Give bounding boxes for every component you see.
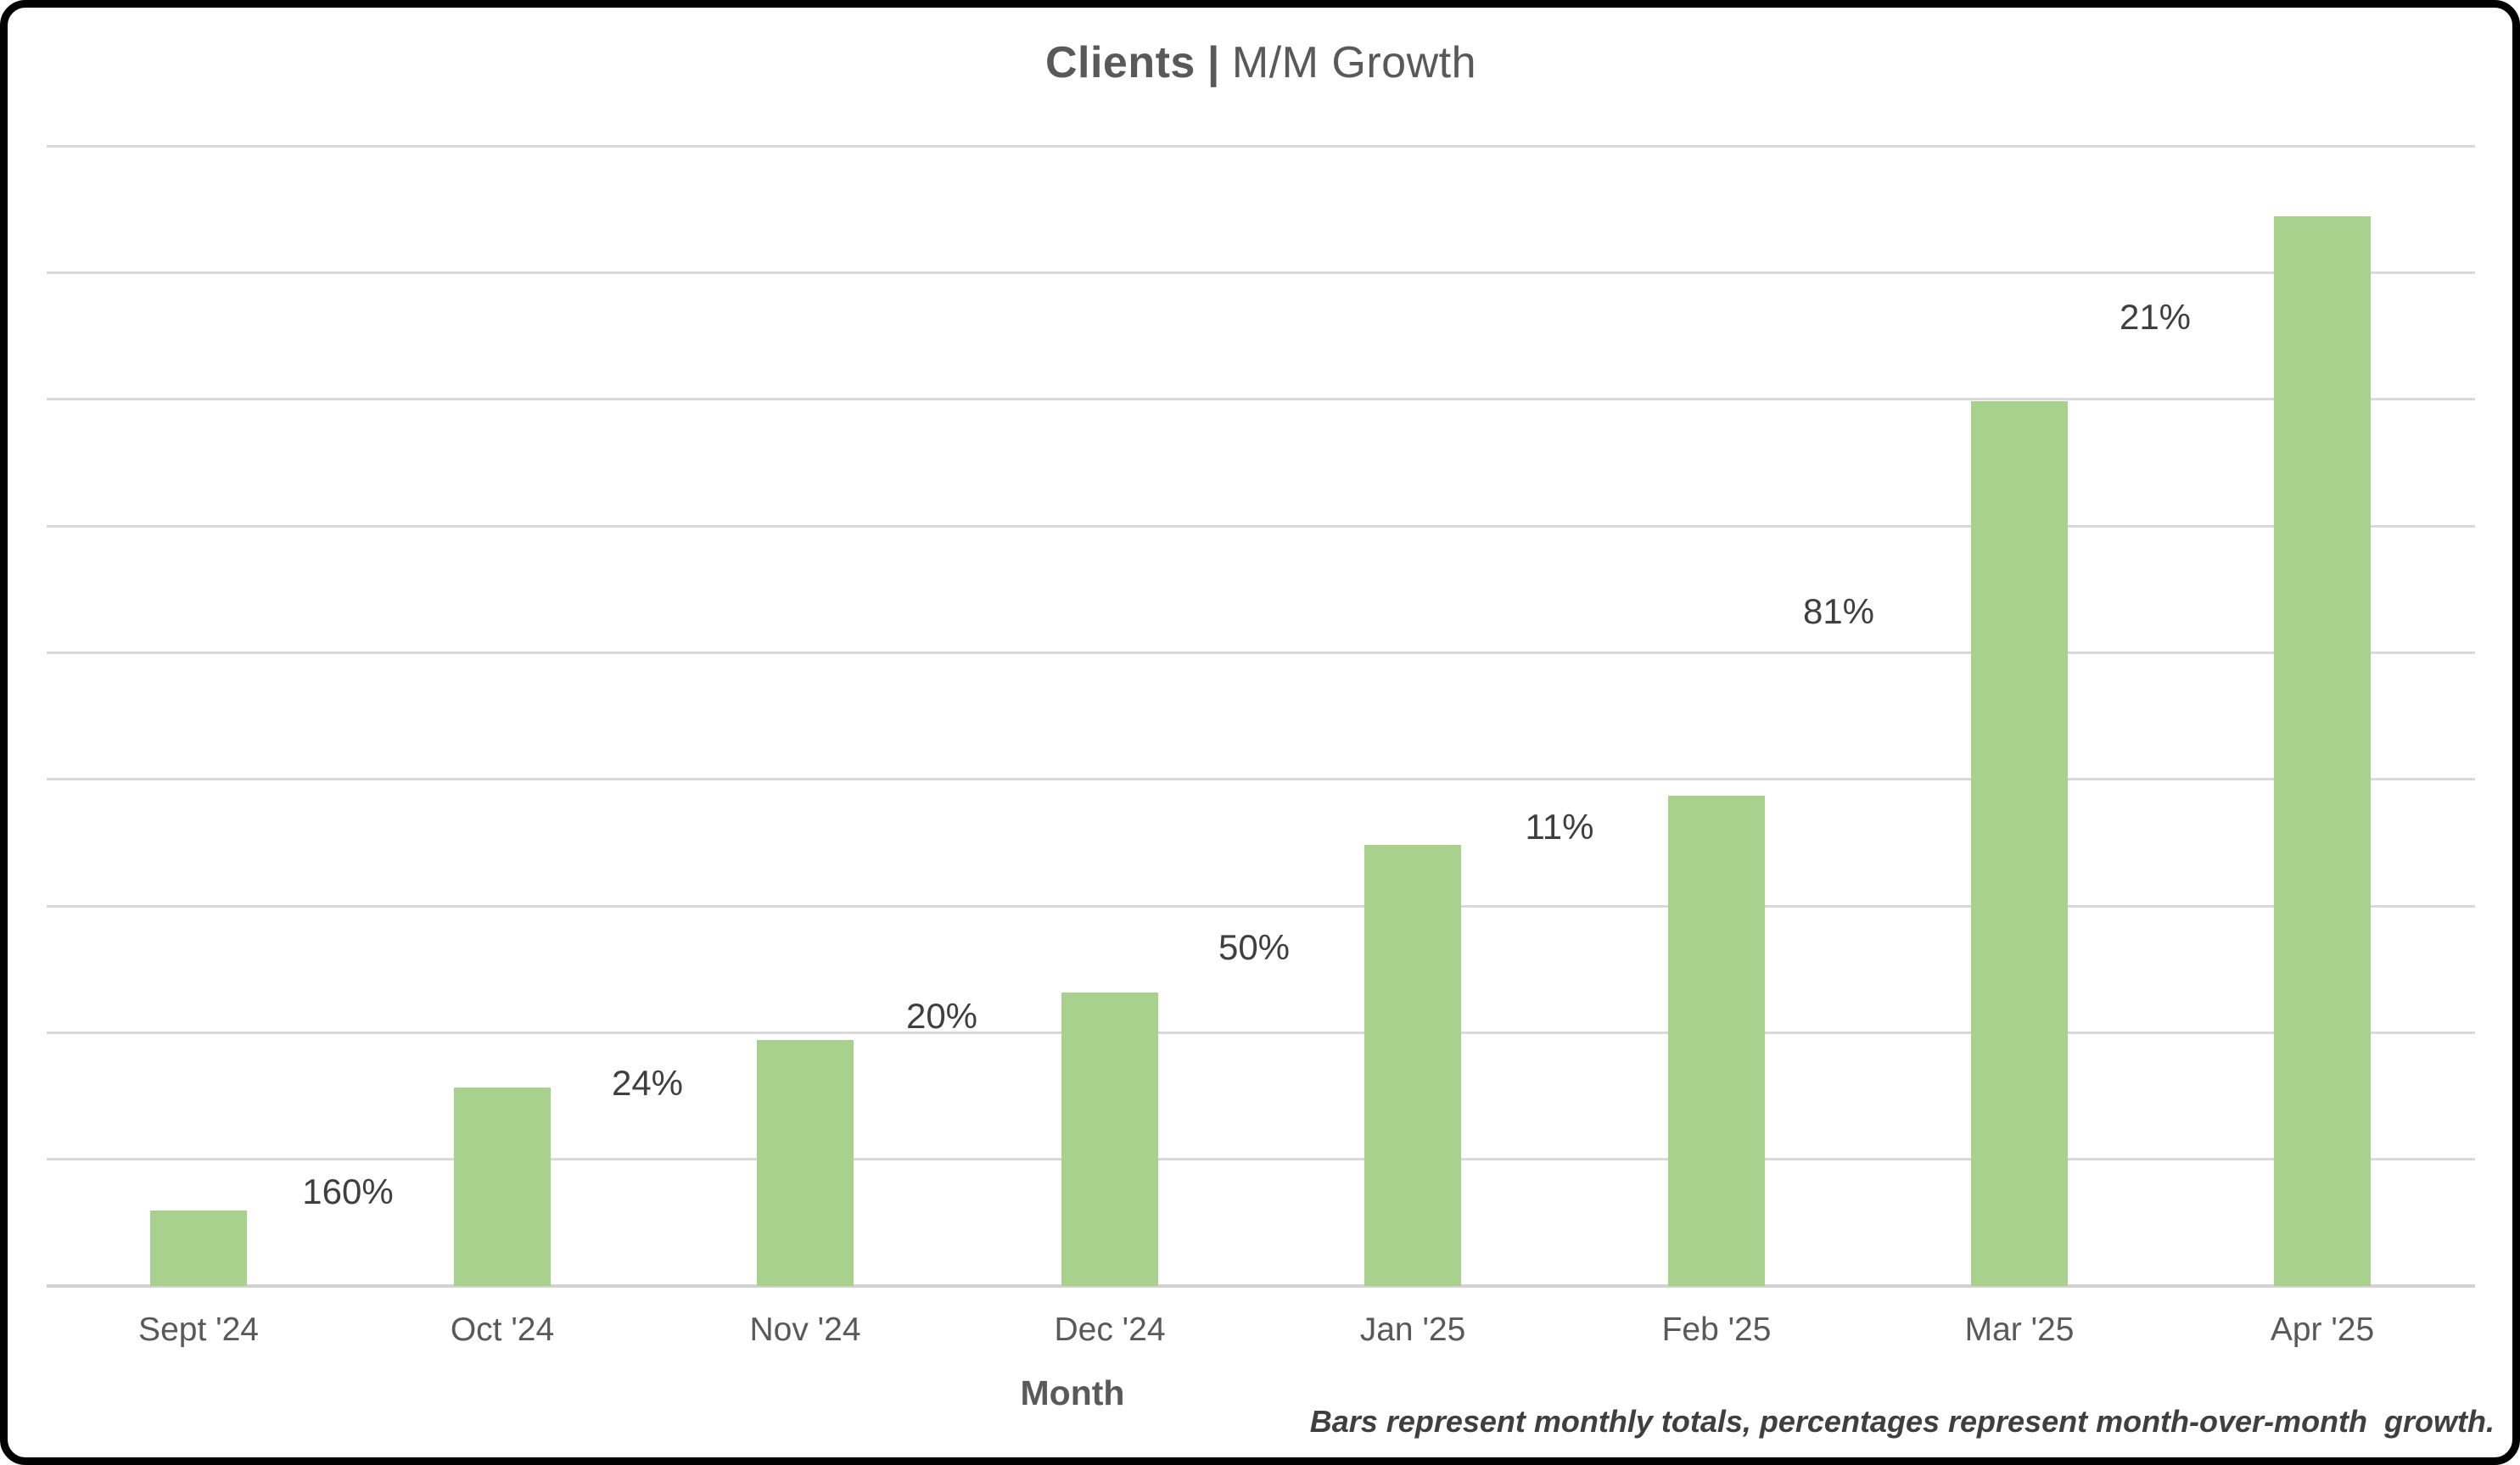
chart-title-separator: | bbox=[1207, 38, 1220, 87]
x-axis-title: Month bbox=[1020, 1373, 1125, 1412]
gridline bbox=[47, 271, 2475, 274]
chart-title: Clients | M/M Growth bbox=[47, 37, 2475, 88]
gridline bbox=[47, 1031, 2475, 1034]
x-tick-label: Nov '24 bbox=[749, 1311, 861, 1348]
bar-sept-24 bbox=[150, 1211, 247, 1286]
growth-label: 160% bbox=[302, 1171, 394, 1211]
gridline bbox=[47, 524, 2475, 528]
bar-nov-24 bbox=[757, 1040, 854, 1286]
x-tick-label: Oct '24 bbox=[450, 1311, 555, 1348]
gridline bbox=[47, 1158, 2475, 1161]
growth-label: 50% bbox=[1218, 927, 1291, 967]
bar-mar-25 bbox=[1971, 401, 2068, 1286]
x-tick-label: Feb '25 bbox=[1661, 1311, 1772, 1348]
growth-label: 24% bbox=[611, 1063, 684, 1103]
x-tick-label: Dec '24 bbox=[1054, 1311, 1166, 1348]
footnote: Bars represent monthly totals, percentag… bbox=[1309, 1404, 2495, 1439]
growth-label: 81% bbox=[1802, 591, 1875, 631]
bar-feb-25 bbox=[1668, 796, 1765, 1286]
chart-title-secondary: M/M Growth bbox=[1231, 38, 1477, 87]
x-axis-line bbox=[47, 1284, 2475, 1288]
growth-label: 11% bbox=[1525, 807, 1594, 847]
gridline bbox=[47, 904, 2475, 908]
bar-apr-25 bbox=[2274, 216, 2371, 1286]
bar-jan-25 bbox=[1364, 845, 1461, 1286]
x-tick-label: Apr '25 bbox=[2270, 1311, 2375, 1348]
gridline bbox=[47, 778, 2475, 781]
growth-label: 20% bbox=[905, 996, 978, 1036]
growth-label: 21% bbox=[2119, 297, 2192, 337]
gridline bbox=[47, 398, 2475, 401]
chart-title-primary: Clients bbox=[1044, 38, 1196, 87]
gridline bbox=[47, 651, 2475, 654]
gridline bbox=[47, 144, 2475, 148]
bar-dec-24 bbox=[1061, 993, 1158, 1286]
bar-oct-24 bbox=[454, 1088, 551, 1286]
x-tick-label: Sept '24 bbox=[138, 1311, 259, 1348]
x-tick-label: Mar '25 bbox=[1964, 1311, 2075, 1348]
x-tick-label: Jan '25 bbox=[1359, 1311, 1466, 1348]
